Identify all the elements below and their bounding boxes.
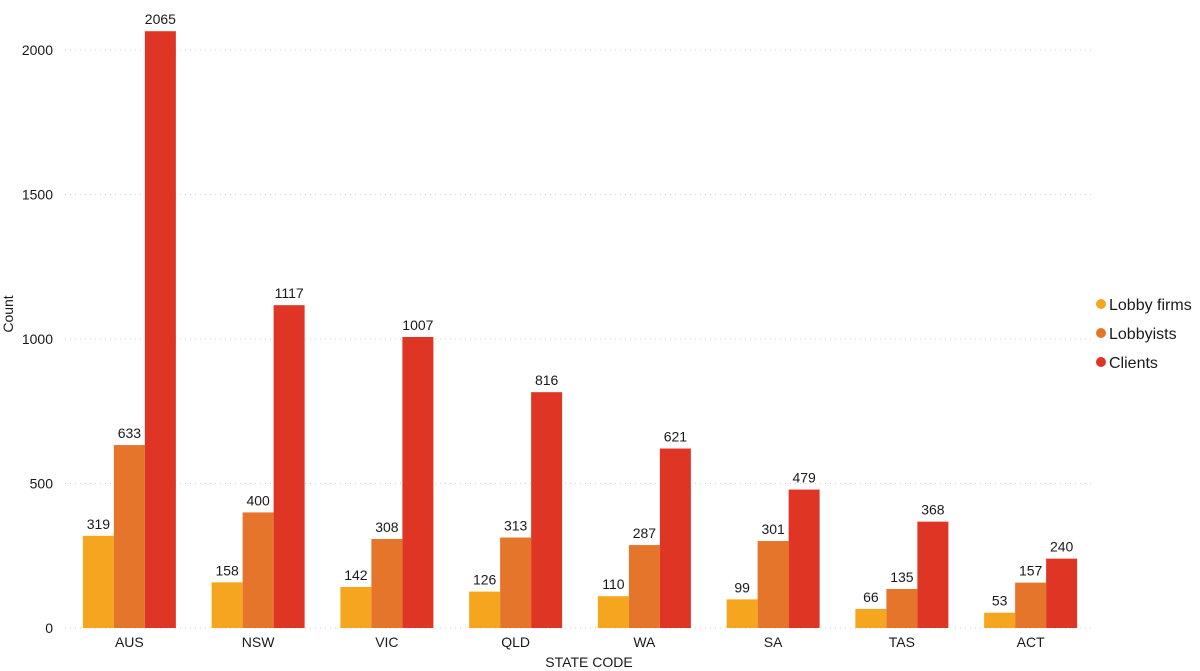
- bar: [371, 538, 403, 628]
- data-label: 621: [664, 429, 688, 445]
- x-tick-label: AUS: [115, 634, 144, 650]
- data-label: 126: [473, 572, 497, 588]
- legend-label: Clients: [1109, 355, 1158, 372]
- y-tick-label: 0: [45, 620, 53, 636]
- data-label: 240: [1050, 539, 1074, 555]
- data-label: 142: [344, 567, 368, 583]
- gridlines: [65, 49, 1095, 629]
- bar: [597, 596, 629, 628]
- bar: [855, 608, 887, 628]
- bar: [1046, 558, 1078, 628]
- data-label: 110: [602, 576, 625, 592]
- data-label: 400: [246, 492, 270, 508]
- legend-item: Lobby firms: [1096, 297, 1192, 314]
- bars: [82, 31, 1078, 628]
- x-tick-label: NSW: [242, 634, 275, 650]
- x-tick-label: ACT: [1017, 634, 1045, 650]
- data-label: 816: [535, 372, 559, 388]
- y-tick-label: 500: [30, 476, 54, 492]
- data-label: 135: [890, 569, 914, 585]
- bar: [628, 545, 660, 628]
- y-axis-ticks: 0 500 1000 1500 2000: [22, 42, 53, 636]
- data-label: 308: [375, 519, 399, 535]
- bar: [402, 336, 434, 628]
- data-label: 287: [633, 525, 657, 541]
- bar: [469, 591, 501, 628]
- data-label: 633: [118, 425, 142, 441]
- data-label: 1117: [275, 285, 304, 301]
- data-labels: 319 633 2065 158 400 1117 142 308 1007 126 313 816 1…: [87, 11, 1074, 608]
- bar: [726, 599, 758, 628]
- bar: [531, 392, 563, 628]
- bar: [273, 305, 305, 628]
- bar: [984, 612, 1016, 628]
- data-label: 319: [87, 516, 111, 532]
- x-tick-label: WA: [633, 634, 656, 650]
- legend: Lobby firms Lobbyists Clients: [1096, 297, 1192, 372]
- bar: [82, 535, 114, 628]
- y-tick-label: 2000: [22, 42, 53, 58]
- legend-swatch: [1096, 328, 1106, 338]
- bar: [757, 541, 789, 628]
- y-tick-label: 1500: [22, 187, 53, 203]
- legend-item: Lobbyists: [1096, 326, 1177, 343]
- bar: [144, 31, 176, 628]
- data-label: 313: [504, 518, 528, 534]
- bar: [886, 588, 918, 628]
- data-label: 66: [863, 589, 879, 605]
- bar: [788, 489, 820, 628]
- bar: [917, 521, 949, 628]
- x-tick-label: QLD: [501, 634, 530, 650]
- data-label: 53: [992, 593, 1008, 609]
- x-tick-label: VIC: [375, 634, 398, 650]
- bar: [242, 512, 274, 628]
- data-label: 2065: [145, 11, 176, 27]
- bar: [500, 537, 532, 628]
- data-label: 158: [215, 562, 239, 578]
- data-label: 99: [734, 579, 750, 595]
- x-axis-categories: AUS NSW VIC QLD WA SA TAS ACT: [115, 634, 1045, 650]
- legend-swatch: [1096, 299, 1106, 309]
- x-axis-title: STATE CODE: [545, 654, 632, 670]
- y-tick-label: 1000: [22, 331, 53, 347]
- data-label: 368: [921, 502, 945, 518]
- data-label: 1007: [402, 317, 433, 333]
- bar: [113, 445, 145, 628]
- legend-item: Clients: [1096, 355, 1158, 372]
- data-label: 479: [792, 470, 816, 486]
- data-label: 301: [761, 521, 785, 537]
- legend-label: Lobby firms: [1109, 297, 1192, 314]
- bar: [211, 582, 243, 628]
- legend-swatch: [1096, 357, 1106, 367]
- x-tick-label: TAS: [889, 634, 915, 650]
- y-axis-title: Count: [0, 295, 16, 332]
- bar: [659, 448, 691, 628]
- x-tick-label: SA: [764, 634, 783, 650]
- bar: [340, 586, 372, 628]
- bar: [1015, 582, 1047, 628]
- legend-label: Lobbyists: [1109, 326, 1177, 343]
- data-label: 157: [1019, 563, 1043, 579]
